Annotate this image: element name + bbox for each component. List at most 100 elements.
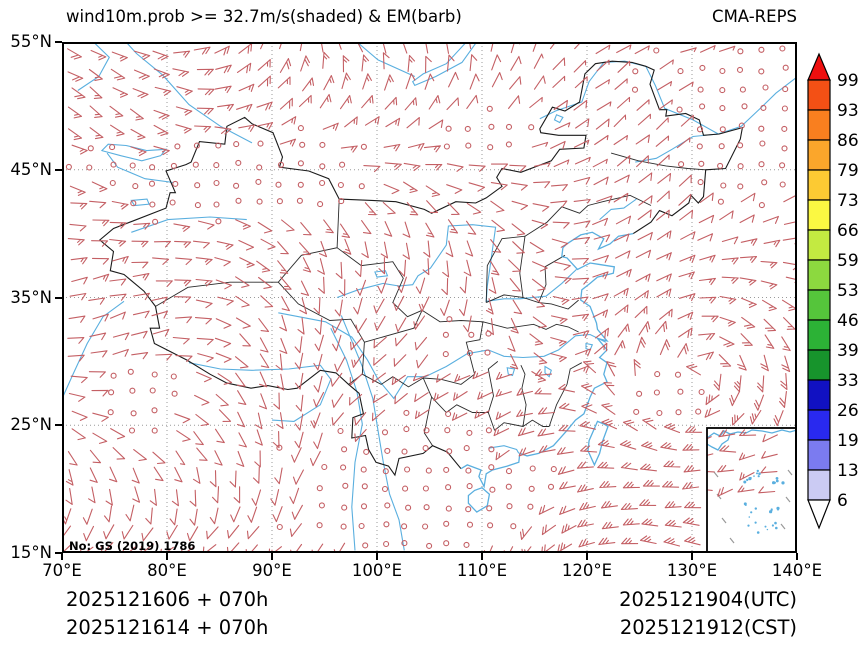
calm-wind-circle [275, 181, 282, 188]
x-tick-label: 130°E [666, 561, 718, 580]
calm-wind-circle [256, 198, 263, 205]
inset-island-dot [754, 521, 757, 524]
calm-wind-circle [737, 48, 744, 55]
calm-wind-circle [193, 142, 200, 149]
lake [411, 42, 477, 87]
inset-island-dot [770, 508, 773, 511]
calm-wind-circle [215, 218, 222, 225]
inset-dash-line [787, 469, 793, 476]
china-national-border [98, 60, 744, 477]
calm-wind-circle [737, 142, 744, 149]
calm-wind-circle [425, 467, 432, 474]
calm-wind-circle [321, 463, 328, 471]
calm-wind-circle [779, 45, 786, 52]
calm-wind-circle [695, 408, 702, 415]
inset-island-dot [776, 506, 780, 510]
calm-wind-circle [468, 331, 475, 338]
init-time-cst: 2025121614 + 070h [66, 616, 269, 639]
x-tick-mark [691, 553, 693, 560]
calm-wind-circle [445, 410, 452, 418]
calm-wind-circle [107, 409, 114, 416]
calm-wind-circle [192, 161, 199, 168]
x-tick-mark [166, 553, 168, 560]
colorbar-segment [807, 379, 831, 411]
chart-title: wind10m.prob >= 32.7m/s(shaded) & EM(bar… [66, 7, 462, 26]
calm-wind-circle [129, 387, 136, 394]
calm-wind-circle [656, 409, 663, 417]
calm-wind-circle [381, 429, 389, 436]
calm-wind-circle [341, 504, 348, 511]
river [62, 300, 125, 401]
calm-wind-circle [444, 427, 451, 434]
x-tick-mark [376, 553, 378, 560]
colorbar-tick-label: 46 [837, 311, 859, 331]
y-tick-mark [55, 41, 62, 43]
calm-wind-circle [676, 106, 683, 113]
river [330, 327, 363, 551]
calm-wind-circle [636, 390, 643, 397]
inset-coastline [729, 429, 797, 435]
calm-wind-circle [737, 163, 744, 170]
calm-wind-circle [169, 199, 176, 206]
province-boundary [522, 254, 566, 304]
calm-wind-circle [466, 350, 473, 357]
inset-island-dot [748, 477, 752, 481]
calm-wind-circle [384, 447, 391, 454]
inset-island-dot [743, 480, 747, 484]
inset-island-dot [756, 472, 758, 475]
province-boundary [482, 321, 579, 333]
calm-wind-circle [297, 160, 304, 167]
colorbar-tick-label: 93 [837, 101, 859, 121]
calm-wind-circle [422, 523, 429, 530]
calm-wind-circle [758, 125, 765, 132]
calm-wind-circle [488, 464, 495, 471]
calm-wind-circle [316, 485, 323, 492]
calm-wind-circle [235, 159, 242, 166]
calm-wind-circle [358, 522, 365, 530]
calm-wind-circle [758, 161, 765, 168]
lake [130, 198, 150, 207]
calm-wind-circle [213, 162, 220, 169]
calm-wind-circle [172, 180, 179, 187]
calm-wind-circle [719, 126, 726, 133]
calm-wind-circle [550, 466, 557, 473]
calm-wind-circle [445, 505, 452, 512]
colorbar-segment [807, 409, 831, 441]
calm-wind-circle [382, 468, 389, 475]
calm-wind-circle [443, 466, 450, 473]
calm-wind-circle [256, 164, 263, 171]
calm-wind-circle [505, 141, 512, 148]
calm-wind-circle [340, 523, 347, 530]
calm-wind-circle [758, 68, 765, 75]
inset-dash-line [785, 496, 791, 503]
hainan-island [467, 487, 491, 513]
province-boundary [520, 365, 527, 427]
calm-wind-circle [758, 202, 765, 209]
calm-wind-circle [653, 47, 660, 54]
x-tick-label: 100°E [351, 561, 403, 580]
china-wind-map [62, 42, 797, 553]
river [77, 42, 110, 91]
calm-wind-circle [696, 143, 703, 150]
calm-wind-circle [506, 503, 513, 510]
calm-wind-circle [632, 68, 639, 75]
calm-wind-circle [65, 163, 72, 170]
calm-wind-circle [489, 486, 496, 493]
colorbar-tick-label: 79 [837, 161, 859, 181]
calm-wind-circle [194, 182, 201, 189]
inset-island-dot [743, 502, 747, 506]
colorbar-segment [807, 169, 831, 201]
calm-wind-circle [233, 141, 240, 148]
calm-wind-circle [423, 427, 430, 434]
mainland-coastline [460, 231, 634, 489]
calm-wind-circle [319, 163, 326, 170]
calm-wind-circle [255, 178, 262, 185]
river [336, 224, 577, 302]
inset-dash-line [780, 523, 786, 530]
calm-wind-circle [403, 409, 410, 416]
calm-wind-circle [362, 542, 369, 549]
calm-wind-circle [109, 179, 116, 187]
calm-wind-circle [383, 521, 390, 528]
model-name: CMA-REPS [712, 7, 797, 26]
calm-wind-circle [719, 67, 726, 75]
